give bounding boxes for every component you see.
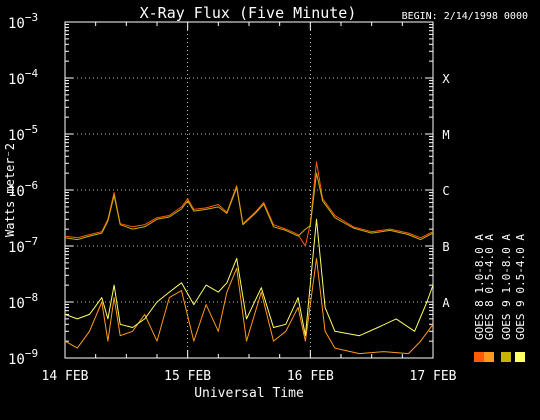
- legend-label: GOES 8 1.0-8.0 A: [473, 234, 486, 340]
- begin-date-label: BEGIN: 2/14/1998 0000: [402, 11, 528, 22]
- legend-swatch: [515, 352, 525, 362]
- x-tick-label: 16 FEB: [287, 369, 334, 384]
- x-tick-label: 17 FEB: [410, 369, 457, 384]
- legend-swatch: [484, 352, 494, 362]
- x-tick-labels: 14 FEB 15 FEB 16 FEB 17 FEB: [42, 369, 457, 384]
- y-tick-label: 10−8: [8, 291, 38, 312]
- legend-label: GOES 9 1.0-8.0 A: [500, 234, 513, 340]
- y-tick-label: 10−9: [8, 347, 38, 368]
- data-series: [64, 161, 434, 355]
- flare-class-labels: X M C B A: [442, 72, 450, 310]
- class-label: M: [442, 128, 449, 142]
- series-line: [64, 218, 434, 337]
- y-axis-title: Watts meter⁻2: [3, 143, 17, 237]
- series-line: [64, 257, 434, 355]
- grid-lines: [65, 22, 433, 358]
- class-label: B: [442, 240, 449, 254]
- y-tick-label: 10−4: [8, 67, 38, 88]
- legend-label: GOES 9 0.5-4.0 A: [514, 234, 527, 340]
- series-line: [64, 172, 434, 241]
- x-axis-title: Universal Time: [194, 386, 304, 401]
- class-label: X: [442, 72, 450, 86]
- x-tick-label: 15 FEB: [164, 369, 211, 384]
- y-tick-label: 10−6: [8, 179, 38, 200]
- x-tick-label: 14 FEB: [42, 369, 89, 384]
- y-tick-label: 10−5: [8, 123, 38, 144]
- legend-swatch: [474, 352, 484, 362]
- legend-label: GOES 8 0.5-4.0 A: [483, 234, 496, 340]
- y-tick-labels: 10−3 10−4 10−5 10−6 10−7 10−8 10−9: [8, 11, 38, 368]
- chart-title: X-Ray Flux (Five Minute): [140, 4, 357, 22]
- legend-swatch: [501, 352, 511, 362]
- class-label: C: [442, 184, 449, 198]
- axis-ticks: [64, 21, 434, 359]
- class-label: A: [442, 296, 450, 310]
- y-tick-label: 10−7: [8, 235, 38, 256]
- series-line: [64, 161, 434, 247]
- y-tick-label: 10−3: [8, 11, 38, 32]
